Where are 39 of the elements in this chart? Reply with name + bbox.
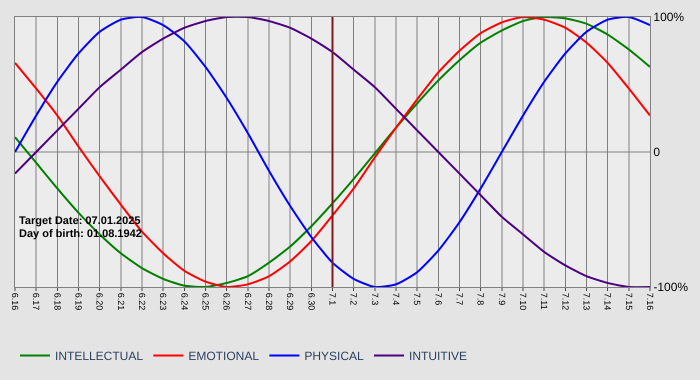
x-tick-label: 6.28: [264, 292, 274, 310]
x-tick-label: 6.18: [52, 292, 62, 310]
x-tick-label: 7.12: [560, 292, 570, 310]
x-tick-label: 7.11: [539, 292, 550, 310]
x-tick-label: 7.10: [518, 292, 528, 310]
x-tick-label: 6.24: [179, 292, 190, 310]
x-tick-label: 6.19: [74, 292, 84, 310]
x-tick-label: 7.4: [391, 292, 402, 306]
x-tick-label: 6.21: [116, 292, 126, 310]
x-tick-label: 7.9: [496, 292, 507, 306]
x-tick-label: 7.14: [602, 292, 613, 310]
x-tick-label: 7.8: [476, 292, 486, 306]
y-tick-label: 100%: [653, 10, 684, 24]
x-tick-label: 6.27: [242, 292, 253, 310]
x-tick-label: 6.20: [94, 292, 105, 310]
legend-label: INTUITIVE: [409, 349, 468, 364]
x-tick-label: 6.25: [200, 292, 211, 310]
x-tick-label: 6.17: [31, 292, 42, 310]
x-tick-label: 7.2: [348, 292, 359, 306]
x-tick-label: 7.6: [433, 292, 444, 306]
x-tick-label: 7.16: [645, 292, 656, 310]
x-tick-label: 7.7: [454, 292, 465, 306]
x-tick-label: 6.23: [158, 292, 168, 310]
y-tick-label: 0: [653, 145, 660, 160]
x-tick-label: 6.30: [306, 292, 316, 310]
x-tick-label: 6.26: [222, 292, 232, 310]
x-tick-label: 6.16: [10, 292, 20, 310]
y-tick-label: -100%: [653, 280, 688, 294]
x-tick-label: 6.22: [137, 292, 148, 310]
line-series: [15, 17, 650, 287]
legend-label: EMOTIONAL: [188, 349, 260, 364]
x-tick-label: 7.13: [582, 292, 592, 310]
x-tick-label: 7.3: [370, 292, 380, 306]
legend-label: INTELLECTUAL: [55, 349, 144, 364]
x-tick-label: 7.15: [624, 292, 634, 310]
x-tick-label: 6.29: [285, 292, 296, 310]
x-tick-label: 7.5: [412, 292, 422, 306]
x-tick-label: 7.1: [328, 292, 338, 306]
legend-label: PHYSICAL: [304, 349, 364, 364]
